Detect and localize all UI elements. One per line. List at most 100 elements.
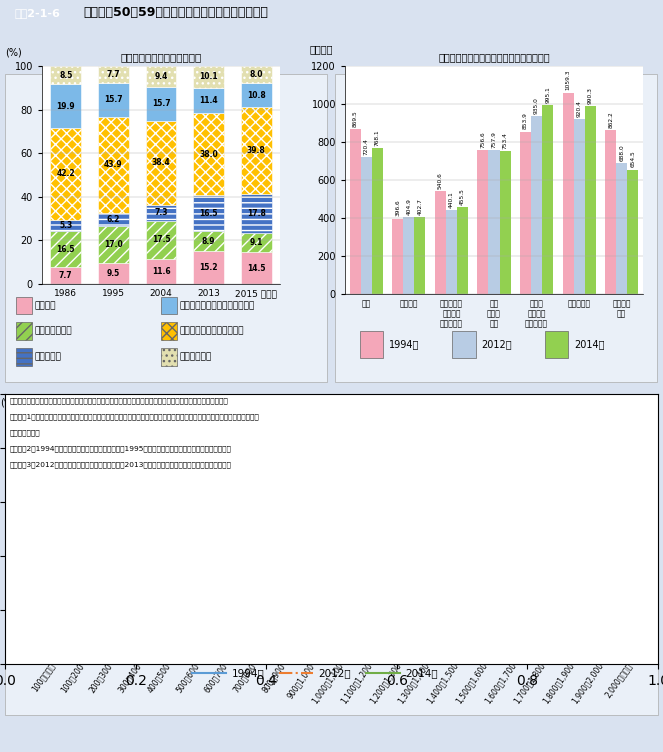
Text: 1994年: 1994年 (231, 668, 265, 678)
Bar (146, 66, 176, 86)
Bar (193, 65, 224, 88)
Text: 38.0: 38.0 (199, 150, 218, 159)
Bar (50, 84, 82, 128)
Bar (361, 157, 372, 294)
Text: 資料：厚生労働省政策統括官付世帯統計室「国民生活基礎調査」より厚生労働省政策統括官付政策評価官室作成: 資料：厚生労働省政策統括官付世帯統計室「国民生活基礎調査」より厚生労働省政策統括… (10, 397, 229, 404)
Text: ひとり親と未婚の子のみの世帯: ひとり親と未婚の子のみの世帯 (180, 301, 255, 310)
Text: 9.4: 9.4 (154, 72, 168, 81)
Text: 10.1: 10.1 (200, 72, 218, 81)
FancyBboxPatch shape (161, 297, 177, 314)
Bar (98, 117, 129, 213)
Bar (146, 121, 176, 205)
Text: 夫婦のみの世帯: 夫婦のみの世帯 (34, 326, 72, 335)
Bar (193, 232, 224, 251)
Bar (616, 163, 627, 294)
Text: る。: る。 (10, 429, 40, 435)
Title: 世帯構造別　世帯割合の推移: 世帯構造別 世帯割合の推移 (121, 53, 202, 62)
Text: 10.8: 10.8 (247, 91, 266, 100)
Bar (241, 66, 272, 83)
Text: 768.1: 768.1 (375, 129, 380, 146)
Bar (477, 150, 489, 294)
Bar (585, 106, 596, 294)
Text: 17.0: 17.0 (104, 240, 123, 249)
Text: （万円）: （万円） (310, 44, 333, 55)
Bar (241, 232, 272, 253)
Text: 862.2: 862.2 (608, 111, 613, 128)
FancyBboxPatch shape (161, 323, 177, 340)
Text: 3．2012年（世帯構造別世帯割合については2013年）の数値は、福島県を除いたものである。: 3．2012年（世帯構造別世帯割合については2013年）の数値は、福島県を除いた… (10, 461, 232, 468)
Text: 8.9: 8.9 (202, 237, 215, 246)
Text: 世帯主が50～59歳の世帯　世帯総所得金額の動向: 世帯主が50～59歳の世帯 世帯総所得金額の動向 (84, 7, 269, 20)
Bar (605, 130, 616, 294)
Text: 920.4: 920.4 (577, 100, 581, 117)
Bar (98, 83, 129, 117)
Title: 所得金額階級別世帯の相対度数分布: 所得金額階級別世帯の相対度数分布 (292, 403, 398, 414)
Bar (193, 88, 224, 113)
Text: 19.9: 19.9 (56, 102, 75, 111)
Bar (241, 194, 272, 232)
Text: 38.4: 38.4 (152, 158, 170, 167)
Bar (146, 205, 176, 220)
Text: 16.5: 16.5 (200, 209, 218, 218)
Bar (146, 259, 176, 284)
Text: 三世代世帯: 三世代世帯 (34, 352, 62, 361)
Bar (562, 92, 573, 294)
Text: 9.5: 9.5 (107, 269, 120, 278)
Text: 42.2: 42.2 (56, 169, 75, 178)
Text: 753.4: 753.4 (503, 132, 508, 149)
Bar (241, 253, 272, 284)
Text: 995.1: 995.1 (545, 86, 550, 103)
FancyBboxPatch shape (359, 331, 383, 358)
Text: (%): (%) (5, 47, 22, 57)
Text: 869.5: 869.5 (353, 110, 358, 126)
Text: 7.7: 7.7 (59, 271, 73, 280)
Bar (403, 217, 414, 294)
Text: 756.6: 756.6 (481, 132, 485, 148)
Bar (446, 211, 457, 294)
Text: 15.2: 15.2 (200, 263, 218, 272)
Text: 540.6: 540.6 (438, 172, 443, 189)
Text: 935.0: 935.0 (534, 97, 539, 114)
Bar (457, 208, 468, 294)
Bar (414, 217, 426, 294)
Text: 5.3: 5.3 (59, 221, 72, 230)
Text: 720.4: 720.4 (364, 138, 369, 155)
Text: 11.6: 11.6 (152, 267, 170, 276)
Bar (241, 83, 272, 107)
Text: 2．1994年（世帯構造別世帯割合については1995年）の数値は、兵庫県を除いたものである。: 2．1994年（世帯構造別世帯割合については1995年）の数値は、兵庫県を除いた… (10, 445, 232, 452)
Text: その他の世帯: その他の世帯 (180, 352, 212, 361)
Bar (50, 232, 82, 267)
Bar (146, 86, 176, 121)
Text: 夫婦と未婚の子のみの世帯: 夫婦と未婚の子のみの世帯 (180, 326, 244, 335)
Bar (241, 107, 272, 194)
FancyBboxPatch shape (16, 297, 32, 314)
Text: 2014年: 2014年 (574, 339, 605, 350)
Text: (%): (%) (0, 398, 17, 408)
Text: 404.9: 404.9 (406, 198, 411, 215)
Text: 1994年: 1994年 (389, 339, 419, 350)
Text: 8.0: 8.0 (249, 70, 263, 79)
Bar (435, 191, 446, 294)
Text: （注）　1．「世帯構造別　世帯割合の推移」における数値は、所得票の調査客体となった世帯を対象として集計した数値であ: （注） 1．「世帯構造別 世帯割合の推移」における数値は、所得票の調査客体となっ… (10, 413, 260, 420)
Bar (520, 132, 531, 294)
Text: 7.3: 7.3 (154, 208, 168, 217)
Bar (98, 213, 129, 226)
Bar (372, 148, 383, 294)
Text: 9.1: 9.1 (249, 238, 263, 247)
Text: 11.4: 11.4 (200, 96, 218, 105)
Text: 単独世帯: 単独世帯 (34, 301, 56, 310)
Text: 757.9: 757.9 (491, 131, 497, 147)
Text: 6.2: 6.2 (107, 215, 120, 224)
Text: 図表2-1-6: 図表2-1-6 (15, 8, 60, 18)
Text: 14.5: 14.5 (247, 264, 265, 273)
Bar (489, 150, 499, 294)
FancyBboxPatch shape (16, 348, 32, 365)
Text: 43.9: 43.9 (104, 160, 123, 169)
Text: 402.7: 402.7 (418, 199, 422, 215)
Text: 990.3: 990.3 (587, 86, 593, 104)
Bar (193, 196, 224, 232)
Bar (50, 267, 82, 284)
Bar (499, 151, 511, 294)
Text: 39.8: 39.8 (247, 146, 266, 155)
Text: 688.0: 688.0 (619, 144, 624, 161)
